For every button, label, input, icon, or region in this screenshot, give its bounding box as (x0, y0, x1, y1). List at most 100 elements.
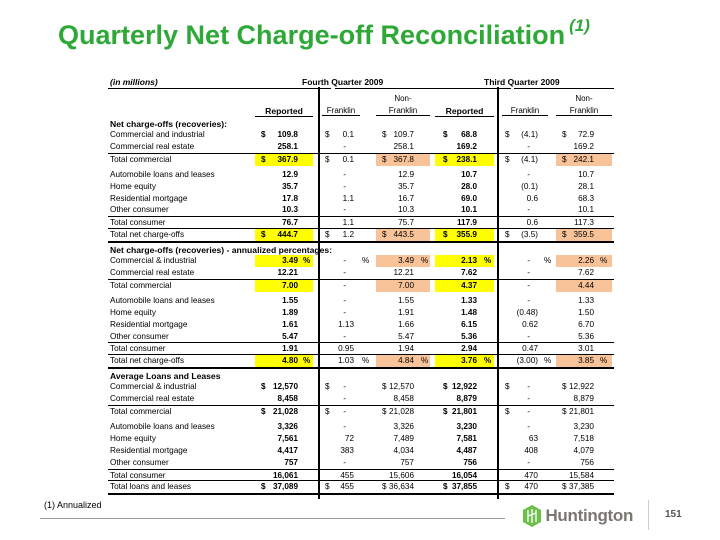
cell-value: 756 (580, 457, 594, 467)
cell-value: 1.91 (398, 307, 414, 317)
currency-symbol: $ (382, 130, 387, 139)
cell-value: 0.6 (526, 193, 538, 203)
currency-symbol: $ (562, 407, 567, 416)
column-divider (497, 87, 499, 499)
column-header-line1 (435, 94, 494, 106)
cell-value: 10.3 (282, 205, 298, 215)
highlight (556, 255, 612, 268)
percent-symbol: % (600, 256, 608, 266)
cell-value: 63 (528, 433, 538, 443)
currency-symbol: $ (261, 130, 266, 139)
cell-value: 756 (463, 457, 477, 467)
highlight (435, 229, 494, 242)
cell-value: 3,230 (573, 421, 595, 431)
cell-value: - (527, 407, 530, 416)
cell-value: 17.8 (282, 193, 298, 203)
cell-value: 8,879 (573, 394, 595, 404)
column-header-line2: Reported (435, 106, 494, 117)
percent-symbol: % (303, 256, 311, 266)
cell-value: 1.03 (338, 356, 354, 366)
cell-value: 72 (344, 433, 354, 443)
table-row: Residential mortgage 17.8 1.1 16.7 69.0 0.6 68… (108, 193, 614, 205)
column-header: Non- Franklin (556, 94, 612, 116)
cell-value: 1.89 (282, 307, 298, 317)
currency-symbol: $ (382, 407, 387, 416)
row-label: Other consumer (110, 205, 169, 215)
cell-value: 757 (400, 457, 414, 467)
highlight (376, 229, 430, 242)
cell-value: 1.55 (398, 295, 414, 305)
percent-symbol: % (600, 356, 608, 366)
currency-symbol: $ (261, 154, 266, 164)
cell-value: - (527, 421, 530, 431)
highlight (376, 153, 430, 166)
cell-value: - (343, 382, 346, 392)
cell-value: 12.9 (282, 169, 298, 179)
cell-value: (4.1) (521, 130, 538, 139)
table-row: Residential mortgage 4,417 383 4,034 4,487 40… (108, 445, 614, 457)
table-row: Home equity 1.89 - 1.91 1.48 (0.48) 1.50 (108, 307, 614, 319)
column-divider (318, 87, 320, 499)
cell-value: 72.9 (578, 130, 594, 139)
currency-symbol: $ (505, 230, 510, 240)
cell-value: - (527, 331, 530, 341)
currency-symbol: $ (261, 482, 266, 492)
highlight (376, 279, 430, 292)
column-header-line2: Franklin (376, 106, 430, 116)
cell-value: 21,801 (451, 407, 477, 416)
highlight (556, 279, 612, 292)
cell-value: 68.3 (578, 193, 594, 203)
cell-value: 8,458 (393, 394, 415, 404)
cell-value: 69.0 (461, 193, 477, 203)
cell-value: 757 (284, 457, 298, 467)
percent-symbol: % (544, 256, 552, 266)
row-label: Average Loans and Leases (110, 371, 221, 382)
table-row: Commercial real estate 12.21 - 12.21 7.62 - 7.… (108, 267, 614, 279)
cell-value: 8,879 (456, 394, 478, 404)
cell-value: 16,061 (272, 470, 298, 480)
cell-value: 1.50 (578, 307, 594, 317)
currency-symbol: $ (562, 154, 567, 164)
row-label: Automobile loans and leases (110, 295, 215, 305)
currency-symbol: $ (382, 154, 387, 164)
row-label: Net charge-offs (recoveries): (110, 119, 228, 129)
highlight (556, 153, 612, 166)
cell-value: 359.5 (573, 230, 595, 240)
cell-value: 455 (340, 470, 354, 480)
cell-value: 10.7 (461, 169, 477, 179)
cell-value: 10.7 (578, 169, 594, 179)
highlight (255, 229, 313, 242)
cell-value: 12,922 (451, 382, 477, 392)
cell-value: - (527, 268, 530, 277)
currency-symbol: $ (325, 382, 330, 392)
cell-value: - (527, 141, 530, 151)
highlight (255, 355, 313, 368)
cell-value: 35.7 (398, 181, 414, 191)
cell-value: 4,079 (573, 445, 595, 455)
cell-value: 1.91 (282, 344, 298, 354)
currency-symbol: $ (325, 154, 330, 164)
row-label: Total consumer (110, 470, 166, 480)
cell-value: - (527, 295, 530, 305)
highlight (435, 355, 494, 368)
cell-value: 12.21 (393, 268, 415, 277)
column-header: Reported (435, 94, 494, 117)
cell-value: 7,581 (456, 433, 478, 443)
highlight (435, 279, 494, 292)
highlight (435, 153, 494, 166)
page-title: Quarterly Net Charge-off Reconciliation(… (58, 16, 590, 51)
cell-value: 3,326 (277, 421, 299, 431)
row-label: Commercial real estate (110, 268, 195, 277)
table-row: Other consumer 10.3 - 10.3 10.1 - 10.1 (108, 204, 614, 216)
cell-value: 16,054 (451, 470, 477, 480)
row-label: Total net charge-offs (110, 356, 185, 366)
currency-symbol: $ (261, 407, 266, 416)
cell-value: 109.7 (393, 130, 415, 139)
cell-value: 470 (524, 470, 538, 480)
currency-symbol: $ (261, 382, 266, 392)
cell-value: 5.36 (461, 331, 477, 341)
cell-value: 4.37 (461, 280, 477, 290)
cell-value: 12.21 (277, 268, 299, 277)
cell-value: 3.76 (461, 356, 477, 366)
